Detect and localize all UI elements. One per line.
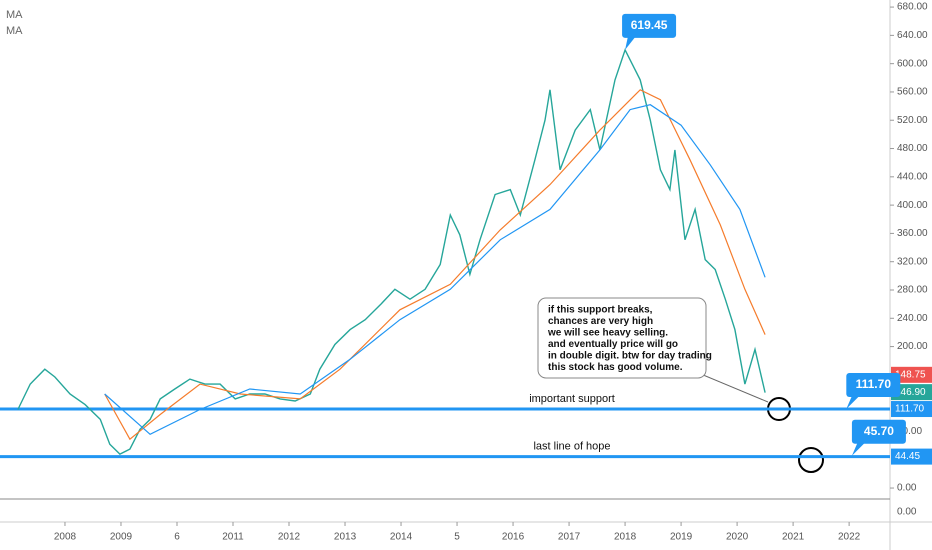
callout-label: 111.70 — [856, 377, 892, 391]
y-tick-label: 360.00 — [897, 228, 928, 239]
y-tick-label: 280.00 — [897, 285, 928, 296]
callout-box — [846, 373, 901, 398]
price-tag — [891, 401, 932, 418]
callout-pointer — [851, 441, 866, 456]
support-text: last line of hope — [533, 441, 610, 453]
x-tick-label: 2017 — [558, 532, 581, 543]
price-tag — [891, 384, 932, 401]
legend-ma: MA — [6, 9, 23, 21]
y-tick-label: 480.00 — [897, 143, 928, 154]
y-tick-label: 320.00 — [897, 256, 928, 267]
price-tag — [891, 366, 932, 383]
price-tag-label: 148.75 — [895, 369, 926, 380]
moving-average — [104, 104, 766, 436]
x-tick-label: 2021 — [782, 532, 805, 543]
callout-pointer — [625, 35, 637, 50]
y-tick-label: 400.00 — [897, 200, 928, 211]
y-tick-label: 600.00 — [897, 58, 928, 69]
moving-average — [104, 89, 766, 441]
callout-label: 619.45 — [631, 18, 668, 32]
legend-ma: MA — [6, 25, 23, 37]
callout-box — [851, 419, 906, 444]
x-tick-label: 5 — [454, 532, 460, 543]
note-line: in double digit. btw for day trading — [548, 351, 712, 362]
y-tick-label: 200.00 — [897, 341, 928, 352]
x-tick-label: 2013 — [334, 532, 357, 543]
y-tick-label: 560.00 — [897, 87, 928, 98]
y-tick-label: 240.00 — [897, 313, 928, 324]
y-tick-label: 80.00 — [897, 426, 922, 437]
note-pointer — [695, 371, 769, 403]
x-tick-label: 2022 — [838, 532, 861, 543]
y-tick-label: 680.00 — [897, 2, 928, 13]
note-line: we will see heavy selling. — [547, 328, 668, 339]
note-line: this stock has good volume. — [548, 362, 683, 373]
x-tick-label: 2018 — [614, 532, 637, 543]
note-line: chances are very high — [548, 316, 653, 327]
price-tag — [891, 448, 932, 465]
y-tick-label: 520.00 — [897, 115, 928, 126]
y-tick-label: 0.00 — [897, 483, 917, 494]
x-tick-label: 2008 — [54, 532, 77, 543]
callout-label: 45.70 — [864, 424, 894, 438]
x-tick-label: 2016 — [502, 532, 525, 543]
x-tick-label: 2019 — [670, 532, 693, 543]
note-line: if this support breaks, — [548, 305, 653, 316]
pane2-tick-label: 0.00 — [897, 507, 917, 518]
note-box — [537, 297, 707, 379]
callout-box — [622, 13, 677, 38]
price-tag-label: 111.70 — [895, 404, 925, 415]
x-tick-label: 2011 — [222, 532, 244, 543]
callout-pointer — [846, 395, 861, 410]
x-tick-label: 2020 — [726, 532, 749, 543]
x-tick-label: 2009 — [110, 532, 133, 543]
support-text: important support — [529, 393, 615, 405]
y-tick-label: 440.00 — [897, 171, 928, 182]
drawn-circle — [798, 447, 824, 473]
x-tick-label: 6 — [174, 532, 180, 543]
note-line: and eventually price will go — [548, 339, 678, 350]
axis: 680.00640.00600.00560.00520.00480.00440.… — [54, 2, 928, 543]
x-tick-label: 2014 — [390, 532, 413, 543]
price-tag-label: 146.90 — [895, 387, 926, 398]
price-tag-label: 44.45 — [895, 451, 920, 462]
x-tick-label: 2012 — [278, 532, 301, 543]
y-tick-label: 640.00 — [897, 30, 928, 41]
price-line — [17, 48, 766, 455]
